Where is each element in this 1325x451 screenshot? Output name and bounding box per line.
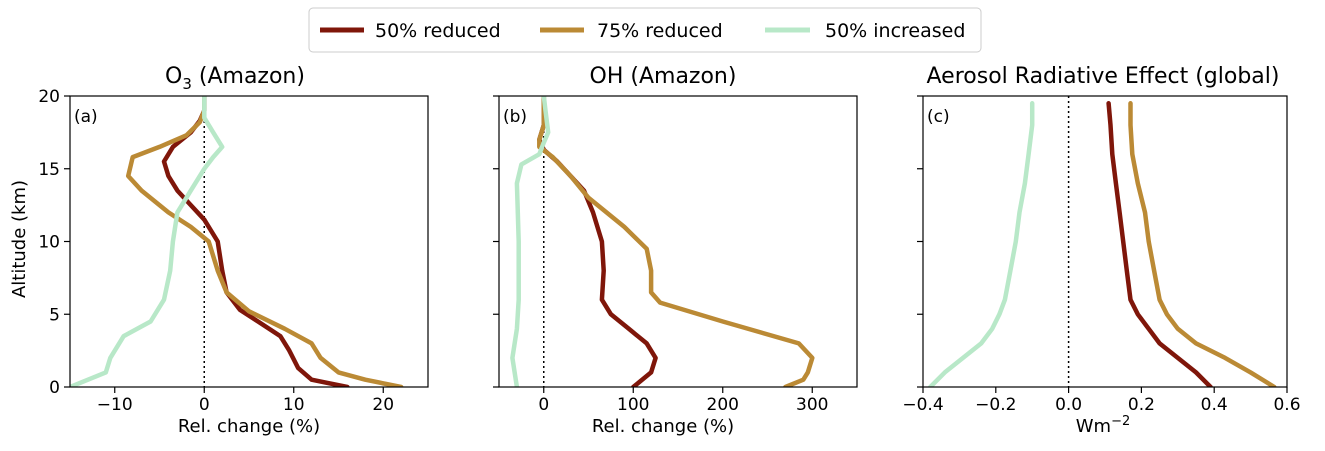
panel-b-x-tick-label: 300 [796, 395, 828, 415]
panel-c-series-50-reduced [1106, 101, 1213, 387]
panel-a-o3: O3 (Amazon) Altitude (km) Rel. change (%… [9, 64, 429, 437]
panel-c-title: Aerosol Radiative Effect (global) [927, 64, 1280, 89]
panel-a-x-tick-label: −10 [97, 395, 133, 415]
panel-c-x-tick-label: −0.2 [975, 395, 1016, 415]
legend-label-50-increased: 50% increased [825, 20, 965, 42]
panel-c-x-tick-label: −0.4 [902, 395, 943, 415]
panel-c-x-tick-label: 0.2 [1128, 395, 1155, 415]
legend-label-50-reduced: 50% reduced [375, 20, 501, 42]
panel-a-y-tick-label: 0 [49, 378, 60, 398]
panel-a-panel-label: (a) [74, 107, 98, 127]
panel-c-x-tick-label: 0.4 [1201, 395, 1228, 415]
y-axis-label: Altitude (km) [9, 180, 30, 298]
panel-b-x-axis-label: Rel. change (%) [592, 416, 734, 437]
panel-c-axes-frame [922, 95, 1288, 388]
panel-b-axes-frame [498, 95, 858, 388]
panel-b-panel-label: (b) [503, 107, 527, 127]
panel-a-series-75-reduced [125, 96, 404, 387]
panel-a-y-tick-label: 5 [49, 305, 60, 325]
panel-a-x-tick-label: 10 [283, 395, 305, 415]
panel-c-series-50-increased [928, 101, 1035, 387]
panel-a-y-tick-label: 10 [38, 233, 60, 253]
panel-b-x-tick-label: 200 [707, 395, 739, 415]
legend-frame [308, 7, 982, 53]
panel-b-title: OH (Amazon) [590, 64, 737, 89]
panel-b-x-tick-label: 100 [617, 395, 649, 415]
panel-c-panel-label: (c) [927, 107, 950, 127]
panel-b-series-75-reduced [537, 96, 815, 387]
panel-c-x-tick-label: 0.6 [1273, 395, 1300, 415]
panel-a-x-axis-label: Rel. change (%) [178, 416, 320, 437]
panel-c-x-axis-label: Wm−2 [1076, 414, 1131, 437]
panel-b-x-tick-label: 0 [538, 395, 549, 415]
panel-a-axes-frame [69, 95, 429, 388]
panel-a-x-tick-label: 20 [372, 395, 394, 415]
panel-a-y-tick-label: 20 [38, 87, 60, 107]
panel-a-title: O3 (Amazon) [165, 64, 305, 93]
legend: 50% reduced 75% reduced 50% increased [308, 7, 982, 53]
panel-c-aerosol: Aerosol Radiative Effect (global) Wm−2 −… [902, 64, 1300, 437]
panel-a-series-50-increased [70, 96, 225, 387]
panel-a-y-tick-label: 15 [38, 160, 60, 180]
panel-b-series-50-increased [510, 96, 551, 387]
panel-a-x-tick-label: 0 [199, 395, 210, 415]
panel-b-oh: OH (Amazon) Rel. change (%) 0 100 200 300 (… [493, 64, 858, 437]
legend-label-75-reduced: 75% reduced [597, 20, 723, 42]
panel-a-series-50-reduced [161, 96, 350, 387]
panel-c-x-tick-label: 0.0 [1055, 395, 1082, 415]
panel-c-series-75-reduced [1128, 101, 1277, 387]
